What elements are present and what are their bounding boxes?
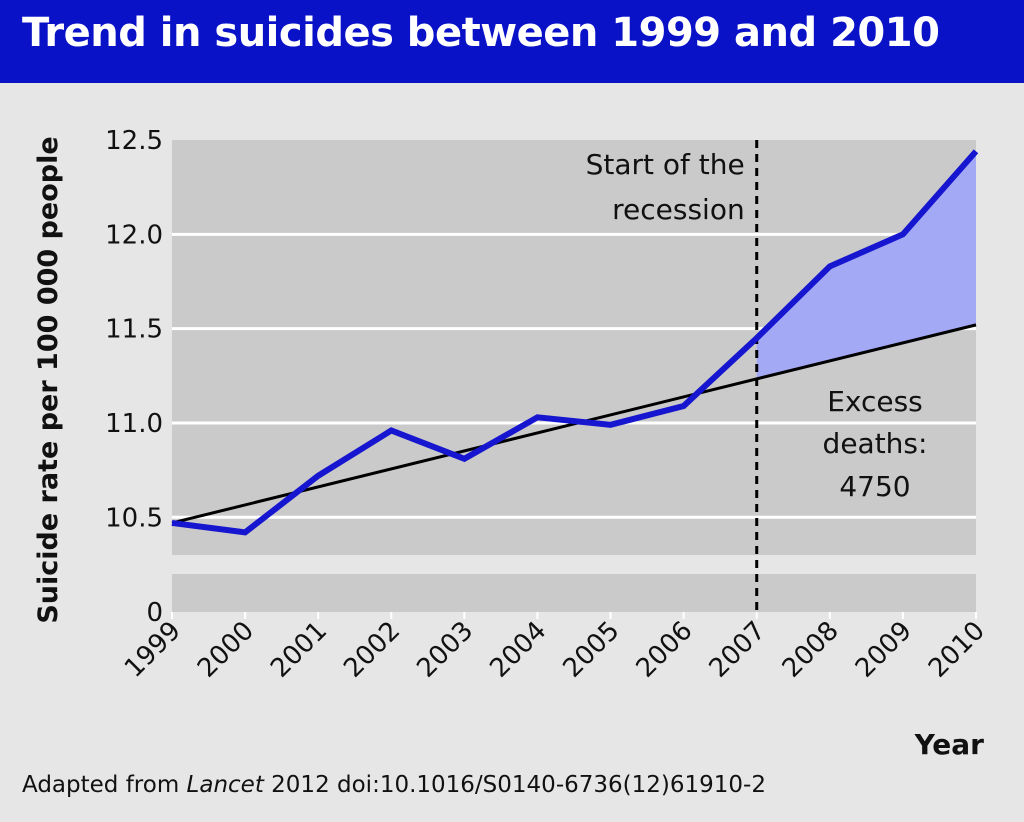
recession-label-line1: Start of the [586,148,745,181]
series-line-group [171,149,979,536]
x-tick-label: 2005 [557,616,625,684]
excess-deaths-label: 4750 [839,470,910,503]
axis-labels: Suicide rate per 100 000 people Year [33,136,984,761]
x-tick-label: 2002 [338,616,406,684]
annotations: Start of the recession Excess deaths: 4750 [586,148,928,503]
source-prefix: Adapted from [22,772,187,798]
plot-background [172,140,976,612]
y-tick-label: 10.5 [105,503,163,533]
y-tick-label: 12.5 [105,126,163,156]
source-journal: Lancet [186,772,264,798]
x-tick-label: 2006 [631,616,699,684]
y-tick-label: 11.5 [105,315,163,345]
x-tick-label: 2000 [192,616,260,684]
y-tick-labels: 0 10.5 11.0 11.5 12.0 12.5 [105,126,163,628]
y-tick-label: 11.0 [105,409,163,439]
x-tick-label: 2010 [923,616,991,684]
x-tick-label: 2008 [777,616,845,684]
recession-label-line2: recession [612,193,745,226]
excess-deaths-area [756,151,976,379]
excess-deaths-label: deaths: [823,427,928,460]
x-axis-label: Year [914,728,985,761]
excess-region [756,151,976,379]
excess-deaths-label: Excess [827,385,923,418]
x-tick-label: 2003 [411,616,479,684]
x-tick-label: 2009 [850,616,918,684]
x-tick-label: 2004 [484,616,552,684]
header-bar: Trend in suicides between 1999 and 2010 [0,0,1024,83]
x-tick-label: 2007 [704,616,772,684]
source-suffix: 2012 doi:10.1016/S0140-6736(12)61910-2 [263,772,766,798]
source-note: Adapted from Lancet 2012 doi:10.1016/S01… [22,772,766,798]
y-tick-label: 12.0 [105,220,163,250]
chart-title: Trend in suicides between 1999 and 2010 [22,10,940,56]
chart: 0 10.5 11.0 11.5 12.0 12.5 1999 2000 2001 2002 20… [33,126,991,761]
y-tick-label: 0 [146,598,163,628]
suicide-rate-line [171,149,979,536]
x-tick-label: 2001 [265,616,333,684]
y-axis-label: Suicide rate per 100 000 people [33,136,64,623]
plot-panel-zero [172,574,976,612]
x-tick-labels: 1999 2000 2001 2002 2003 2004 2005 2006 2007 2008… [119,612,991,684]
